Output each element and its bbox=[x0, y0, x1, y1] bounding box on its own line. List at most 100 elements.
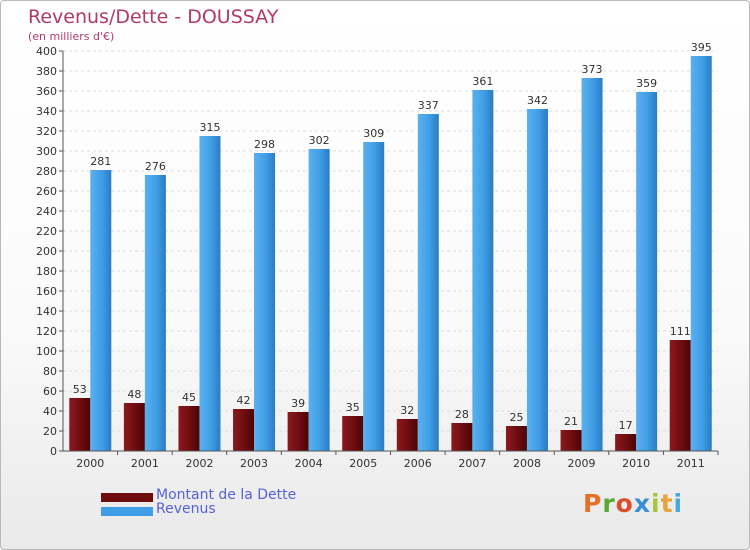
data-label-debt: 45 bbox=[182, 391, 196, 404]
y-tick-label: 20 bbox=[43, 425, 57, 438]
data-label-debt: 39 bbox=[291, 397, 305, 410]
bar-chart: 0 20 40 60 80 100 120 140 160 180 200 220 240 260 280 3… bbox=[36, 41, 719, 470]
data-label-revenue: 309 bbox=[363, 127, 384, 140]
bar-debt bbox=[178, 406, 200, 451]
data-label-revenue: 361 bbox=[472, 75, 493, 88]
data-label-revenue: 373 bbox=[582, 63, 603, 76]
chart-title: Revenus/Dette - DOUSSAY bbox=[28, 6, 279, 28]
y-tick-label: 200 bbox=[36, 245, 57, 258]
y-tick-label: 60 bbox=[43, 385, 57, 398]
bar-revenue bbox=[581, 78, 603, 451]
data-label-debt: 28 bbox=[455, 408, 469, 421]
x-tick-label: 2001 bbox=[131, 457, 159, 470]
y-tick-label: 0 bbox=[50, 445, 57, 458]
x-tick-label: 2004 bbox=[295, 457, 323, 470]
data-label-revenue: 315 bbox=[199, 121, 220, 134]
bar-debt bbox=[615, 434, 637, 451]
bar-debt bbox=[505, 426, 527, 451]
bar-debt bbox=[233, 409, 255, 451]
x-axis-ticks: 2000 2001 2002 2003 2004 2005 2006 2007 2008 2009… bbox=[76, 451, 719, 470]
chart-subtitle: (en milliers d'€) bbox=[28, 30, 115, 43]
x-tick-label: 2008 bbox=[513, 457, 541, 470]
x-tick-label: 2002 bbox=[185, 457, 213, 470]
legend-swatch-debt bbox=[101, 493, 153, 502]
data-label-debt: 111 bbox=[670, 325, 691, 338]
x-tick-label: 2003 bbox=[240, 457, 268, 470]
data-label-revenue: 302 bbox=[309, 134, 330, 147]
logo-letter: x bbox=[633, 489, 651, 518]
bar-revenue bbox=[308, 149, 330, 451]
x-tick-label: 2011 bbox=[677, 457, 705, 470]
y-tick-label: 240 bbox=[36, 205, 57, 218]
bar-revenue bbox=[144, 175, 166, 451]
y-tick-label: 300 bbox=[36, 145, 57, 158]
logo-letter: i bbox=[651, 489, 661, 518]
bar-debt bbox=[669, 340, 691, 451]
y-tick-label: 40 bbox=[43, 405, 57, 418]
x-tick-label: 2009 bbox=[568, 457, 596, 470]
logo-letter: t bbox=[660, 489, 674, 518]
data-labels: 53 281 48 276 45 315 42 298 39 302 35 309 32 337 28 361… bbox=[73, 41, 712, 432]
bar-revenue bbox=[526, 109, 548, 451]
bar-revenue bbox=[199, 136, 221, 451]
x-tick-label: 2000 bbox=[76, 457, 104, 470]
y-tick-label: 280 bbox=[36, 165, 57, 178]
data-label-debt: 53 bbox=[73, 383, 87, 396]
data-label-debt: 48 bbox=[127, 388, 141, 401]
data-label-debt: 25 bbox=[509, 411, 523, 424]
legend-label-revenue: Revenus bbox=[156, 501, 216, 517]
bar-revenue bbox=[254, 153, 276, 451]
logo-letter: P bbox=[583, 489, 603, 518]
y-tick-label: 320 bbox=[36, 125, 57, 138]
bar-debt bbox=[396, 419, 418, 451]
bar-debt bbox=[69, 398, 91, 451]
y-tick-label: 360 bbox=[36, 85, 57, 98]
legend-label-debt: Montant de la Dette bbox=[156, 487, 297, 503]
y-tick-label: 220 bbox=[36, 225, 57, 238]
y-tick-label: 340 bbox=[36, 105, 57, 118]
y-tick-label: 100 bbox=[36, 345, 57, 358]
x-tick-label: 2007 bbox=[458, 457, 486, 470]
data-label-debt: 35 bbox=[346, 401, 360, 414]
x-tick-label: 2010 bbox=[622, 457, 650, 470]
bar-debt bbox=[342, 416, 364, 451]
y-tick-label: 80 bbox=[43, 365, 57, 378]
grid-lines bbox=[63, 50, 718, 432]
legend-swatch-revenue bbox=[101, 507, 153, 516]
bar-revenue bbox=[90, 170, 112, 451]
data-label-debt: 32 bbox=[400, 404, 414, 417]
data-label-revenue: 281 bbox=[90, 155, 111, 168]
bar-debt bbox=[123, 403, 145, 451]
data-label-revenue: 342 bbox=[527, 94, 548, 107]
y-tick-label: 160 bbox=[36, 285, 57, 298]
data-label-revenue: 337 bbox=[418, 99, 439, 112]
x-tick-label: 2005 bbox=[349, 457, 377, 470]
data-label-debt: 42 bbox=[237, 394, 251, 407]
x-tick-label: 2006 bbox=[404, 457, 432, 470]
bar-revenue bbox=[363, 142, 385, 451]
bar-revenue bbox=[636, 92, 658, 451]
y-tick-label: 180 bbox=[36, 265, 57, 278]
logo-letter: i bbox=[673, 489, 684, 518]
data-label-revenue: 276 bbox=[145, 160, 166, 173]
bars bbox=[69, 56, 712, 451]
y-tick-label: 140 bbox=[36, 305, 57, 318]
bar-revenue bbox=[472, 90, 494, 451]
data-label-debt: 17 bbox=[619, 419, 633, 432]
y-tick-label: 120 bbox=[36, 325, 57, 338]
logo-letter: r bbox=[602, 489, 616, 518]
data-label-revenue: 395 bbox=[691, 41, 712, 54]
bar-revenue bbox=[417, 114, 439, 451]
data-label-debt: 21 bbox=[564, 415, 578, 428]
data-label-revenue: 298 bbox=[254, 138, 275, 151]
data-label-revenue: 359 bbox=[636, 77, 657, 90]
proxiti-logo: Proxiti bbox=[583, 489, 683, 518]
logo-letter: o bbox=[615, 489, 634, 518]
y-axis-ticks: 0 20 40 60 80 100 120 140 160 180 200 220 240 260 280 3… bbox=[36, 45, 63, 458]
y-tick-label: 260 bbox=[36, 185, 57, 198]
y-tick-label: 380 bbox=[36, 65, 57, 78]
bar-debt bbox=[451, 423, 473, 451]
bar-debt bbox=[560, 430, 582, 451]
bar-debt bbox=[287, 412, 309, 451]
